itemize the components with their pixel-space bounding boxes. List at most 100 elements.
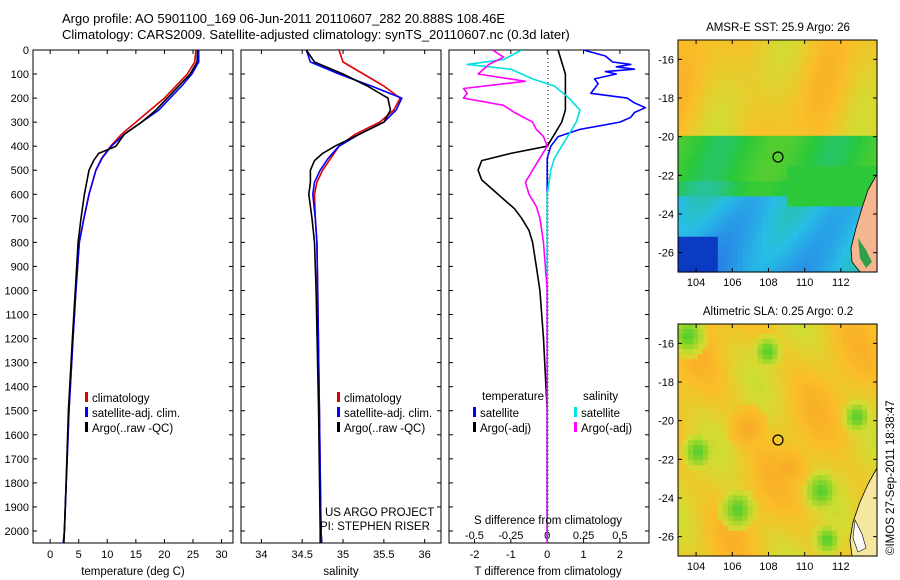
heatmap-cell [862,145,868,152]
heatmap-cell [737,191,744,197]
heatmap-cell [747,475,754,481]
heatmap-cell [862,60,868,66]
heatmap-cell [732,374,739,381]
heatmap-cell [852,196,858,202]
heatmap-cell [767,399,774,406]
heatmap-cell [822,404,828,411]
heatmap-cell [842,105,848,112]
heatmap-cell [712,434,719,441]
heatmap-cell [802,429,808,436]
heatmap-cell [762,389,769,396]
x-tick-label: 0 [544,549,550,561]
heatmap-cell [767,419,774,426]
heatmap-cell [797,45,803,51]
heatmap-cell [737,261,744,268]
heatmap-cell [682,505,689,512]
heatmap-cell [747,55,754,61]
heatmap-cell [802,130,808,137]
heatmap-cell [857,324,863,330]
heatmap-cell [732,60,739,66]
heatmap-cell [777,100,784,107]
heatmap-cell [792,525,798,532]
heatmap-cell [727,480,734,486]
heatmap-cell [727,171,734,177]
heatmap-cell [752,206,759,213]
heatmap-cell [762,166,769,172]
heatmap-cell [797,236,803,243]
heatmap-cell [787,450,794,456]
heatmap-cell [802,196,808,202]
heatmap-cell [827,445,833,451]
heatmap-cell [807,206,813,213]
heatmap-cell [772,171,779,177]
heatmap-cell [782,480,789,486]
map-y-tick-label: -24 [658,209,674,221]
heatmap-cell [727,196,734,202]
heatmap-cell [692,409,699,416]
heatmap-cell [837,510,843,517]
heatmap-cell [822,424,828,431]
heatmap-cell [772,374,779,381]
heatmap-cell [752,221,759,228]
heatmap-cell [742,65,749,71]
heatmap-cell [857,434,863,441]
heatmap-cell [842,545,848,552]
heatmap-cell [847,40,853,46]
heatmap-cell [687,70,694,76]
heatmap-cell [742,181,749,187]
heatmap-cell [822,545,828,552]
heatmap-cell [678,80,684,86]
heatmap-cell [722,45,729,51]
heatmap-cell [787,261,794,268]
sst-map-ticks: 104 106 108 110 112-16-18-20-22-24-26 [658,40,877,289]
heatmap-cell [812,475,818,481]
heatmap-cell [678,374,684,381]
heatmap-cell [747,65,754,71]
heatmap-cell [702,55,709,61]
heatmap-cell [847,445,853,451]
heatmap-cell [867,324,873,330]
heatmap-cell [822,520,828,527]
heatmap-cell [762,196,769,202]
legend-label-temperature-satellite: satellite [480,408,519,420]
heatmap-cell [757,414,764,421]
heatmap-cell [682,211,689,218]
heatmap-cell [827,540,833,547]
heatmap-cell [857,374,863,381]
heatmap-cell [777,85,784,92]
heatmap-cell [687,324,694,330]
heatmap-cell [787,216,794,223]
heatmap-cell [777,440,784,446]
heatmap-cell [782,445,789,451]
heatmap-cell [692,414,699,421]
heatmap-cell [762,191,769,197]
heatmap-cell [737,206,744,213]
heatmap-cell [682,145,689,152]
heatmap-cell [797,181,803,187]
heatmap-cell [777,171,784,177]
heatmap-cell [737,419,744,426]
heatmap-cell [678,339,684,345]
heatmap-cell [762,140,769,147]
heatmap-cell [742,156,749,162]
heatmap-cell [692,241,699,248]
heatmap-cell [678,236,684,243]
heatmap-cell [742,364,749,370]
heatmap-cell [842,434,848,441]
heatmap-cell [782,424,789,431]
heatmap-cell [867,344,873,350]
heatmap-cell [867,475,873,481]
heatmap-cell [737,231,744,238]
heatmap-cell [682,50,689,56]
heatmap-cell [697,424,704,431]
heatmap-cell [712,150,719,157]
heatmap-cell [742,221,749,228]
heatmap-cell [697,181,704,187]
heatmap-cell [742,369,749,376]
heatmap-cell [722,251,729,258]
heatmap-cell [782,329,789,335]
heatmap-cell [712,324,719,330]
heatmap-cell [737,505,744,512]
heatmap-cell [782,490,789,497]
heatmap-cell [707,339,714,345]
